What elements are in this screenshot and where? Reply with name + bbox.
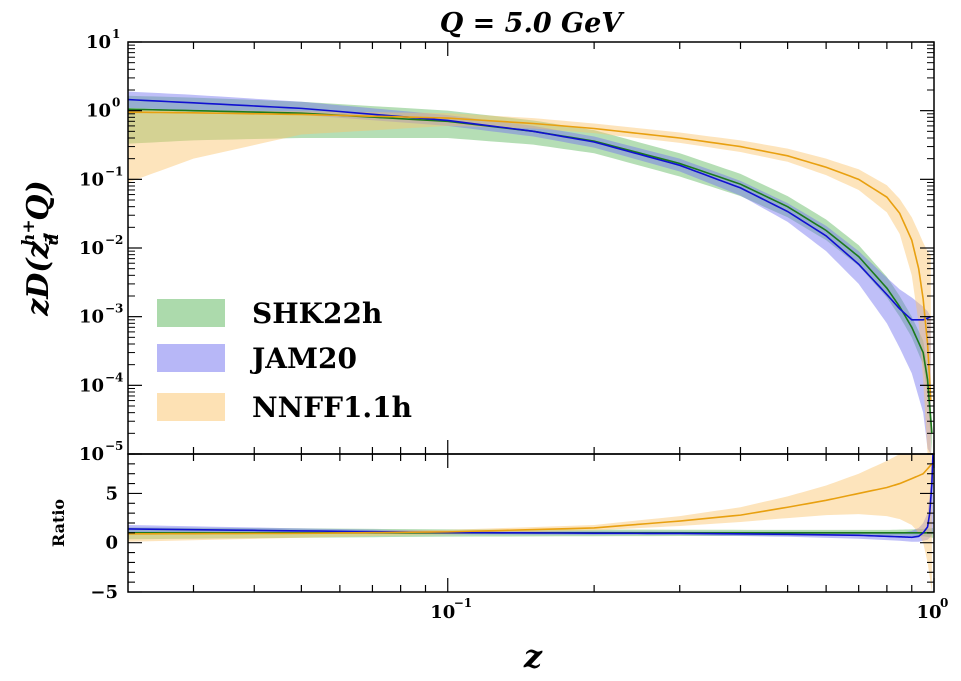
ratio-y-tick-label: −5 xyxy=(90,582,118,603)
main-y-tick-label: 10 xyxy=(79,238,104,259)
ratio-plot-lines xyxy=(128,454,934,539)
legend-swatch-jam20 xyxy=(157,344,225,372)
x-tick-label: 10 xyxy=(430,602,455,623)
main-y-tick-label-exp: 0 xyxy=(112,96,120,110)
ratio-line-nnff1-1h xyxy=(128,463,933,535)
legend: SHK22h JAM20 NNFF1.1h xyxy=(157,297,412,424)
legend-label-jam20: JAM20 xyxy=(249,342,357,375)
main-line-shk22h xyxy=(128,108,933,434)
main-y-tick-label: 10 xyxy=(79,375,104,396)
x-tick-label-exp: 0 xyxy=(940,596,948,610)
chart-title: Q = 5.0 GeV xyxy=(440,8,626,39)
main-line-nnff1-1h xyxy=(128,111,932,401)
main-y-tick-label-exp: −1 xyxy=(105,164,123,178)
x-tick-label: 10 xyxy=(916,602,941,623)
ratio-y-axis-label: Ratio xyxy=(49,499,68,548)
svg-text:zD(z, Q): zD(z, Q) xyxy=(21,180,56,317)
ratio-band-nnff1-1h xyxy=(128,454,932,592)
legend-swatch-nnff1-1h xyxy=(157,393,225,421)
main-y-tick-label: 10 xyxy=(79,169,104,190)
y-label-subscript: ū xyxy=(43,234,63,246)
main-y-tick-label-exp: −5 xyxy=(105,439,123,453)
main-y-tick-label-exp: −3 xyxy=(105,302,123,316)
main-y-tick-label: 10 xyxy=(79,444,104,465)
main-y-tick-label-exp: 1 xyxy=(112,27,120,41)
main-band-nnff1-1h xyxy=(128,109,931,454)
y-label-superscript: h+ xyxy=(19,219,39,246)
ratio-line-jam20 xyxy=(128,454,934,539)
ratio-y-tick-label: 0 xyxy=(105,533,118,554)
legend-label-nnff1-1h: NNFF1.1h xyxy=(252,391,412,424)
ratio-plot-frame xyxy=(127,453,935,593)
main-band-jam20 xyxy=(128,91,931,454)
axis-ticks xyxy=(128,41,935,593)
legend-swatch-shk22h xyxy=(157,299,225,327)
main-plot-lines xyxy=(128,98,933,434)
main-band-shk22h xyxy=(128,95,932,454)
main-y-tick-label: 10 xyxy=(86,101,111,122)
main-y-tick-label-exp: −2 xyxy=(105,233,123,247)
main-y-tick-label: 10 xyxy=(86,32,111,53)
legend-label-shk22h: SHK22h xyxy=(252,297,382,330)
x-axis-label: z xyxy=(523,637,543,675)
main-y-axis-label: zD(z, Q) h+ ū xyxy=(19,180,63,317)
main-y-tick-label-exp: −4 xyxy=(105,370,123,384)
ratio-plot-bands xyxy=(128,454,933,592)
x-tick-label-exp: −1 xyxy=(454,596,472,610)
main-y-tick-label: 10 xyxy=(79,307,104,328)
ratio-y-tick-label: 5 xyxy=(105,483,118,504)
main-plot-bands xyxy=(128,91,932,454)
